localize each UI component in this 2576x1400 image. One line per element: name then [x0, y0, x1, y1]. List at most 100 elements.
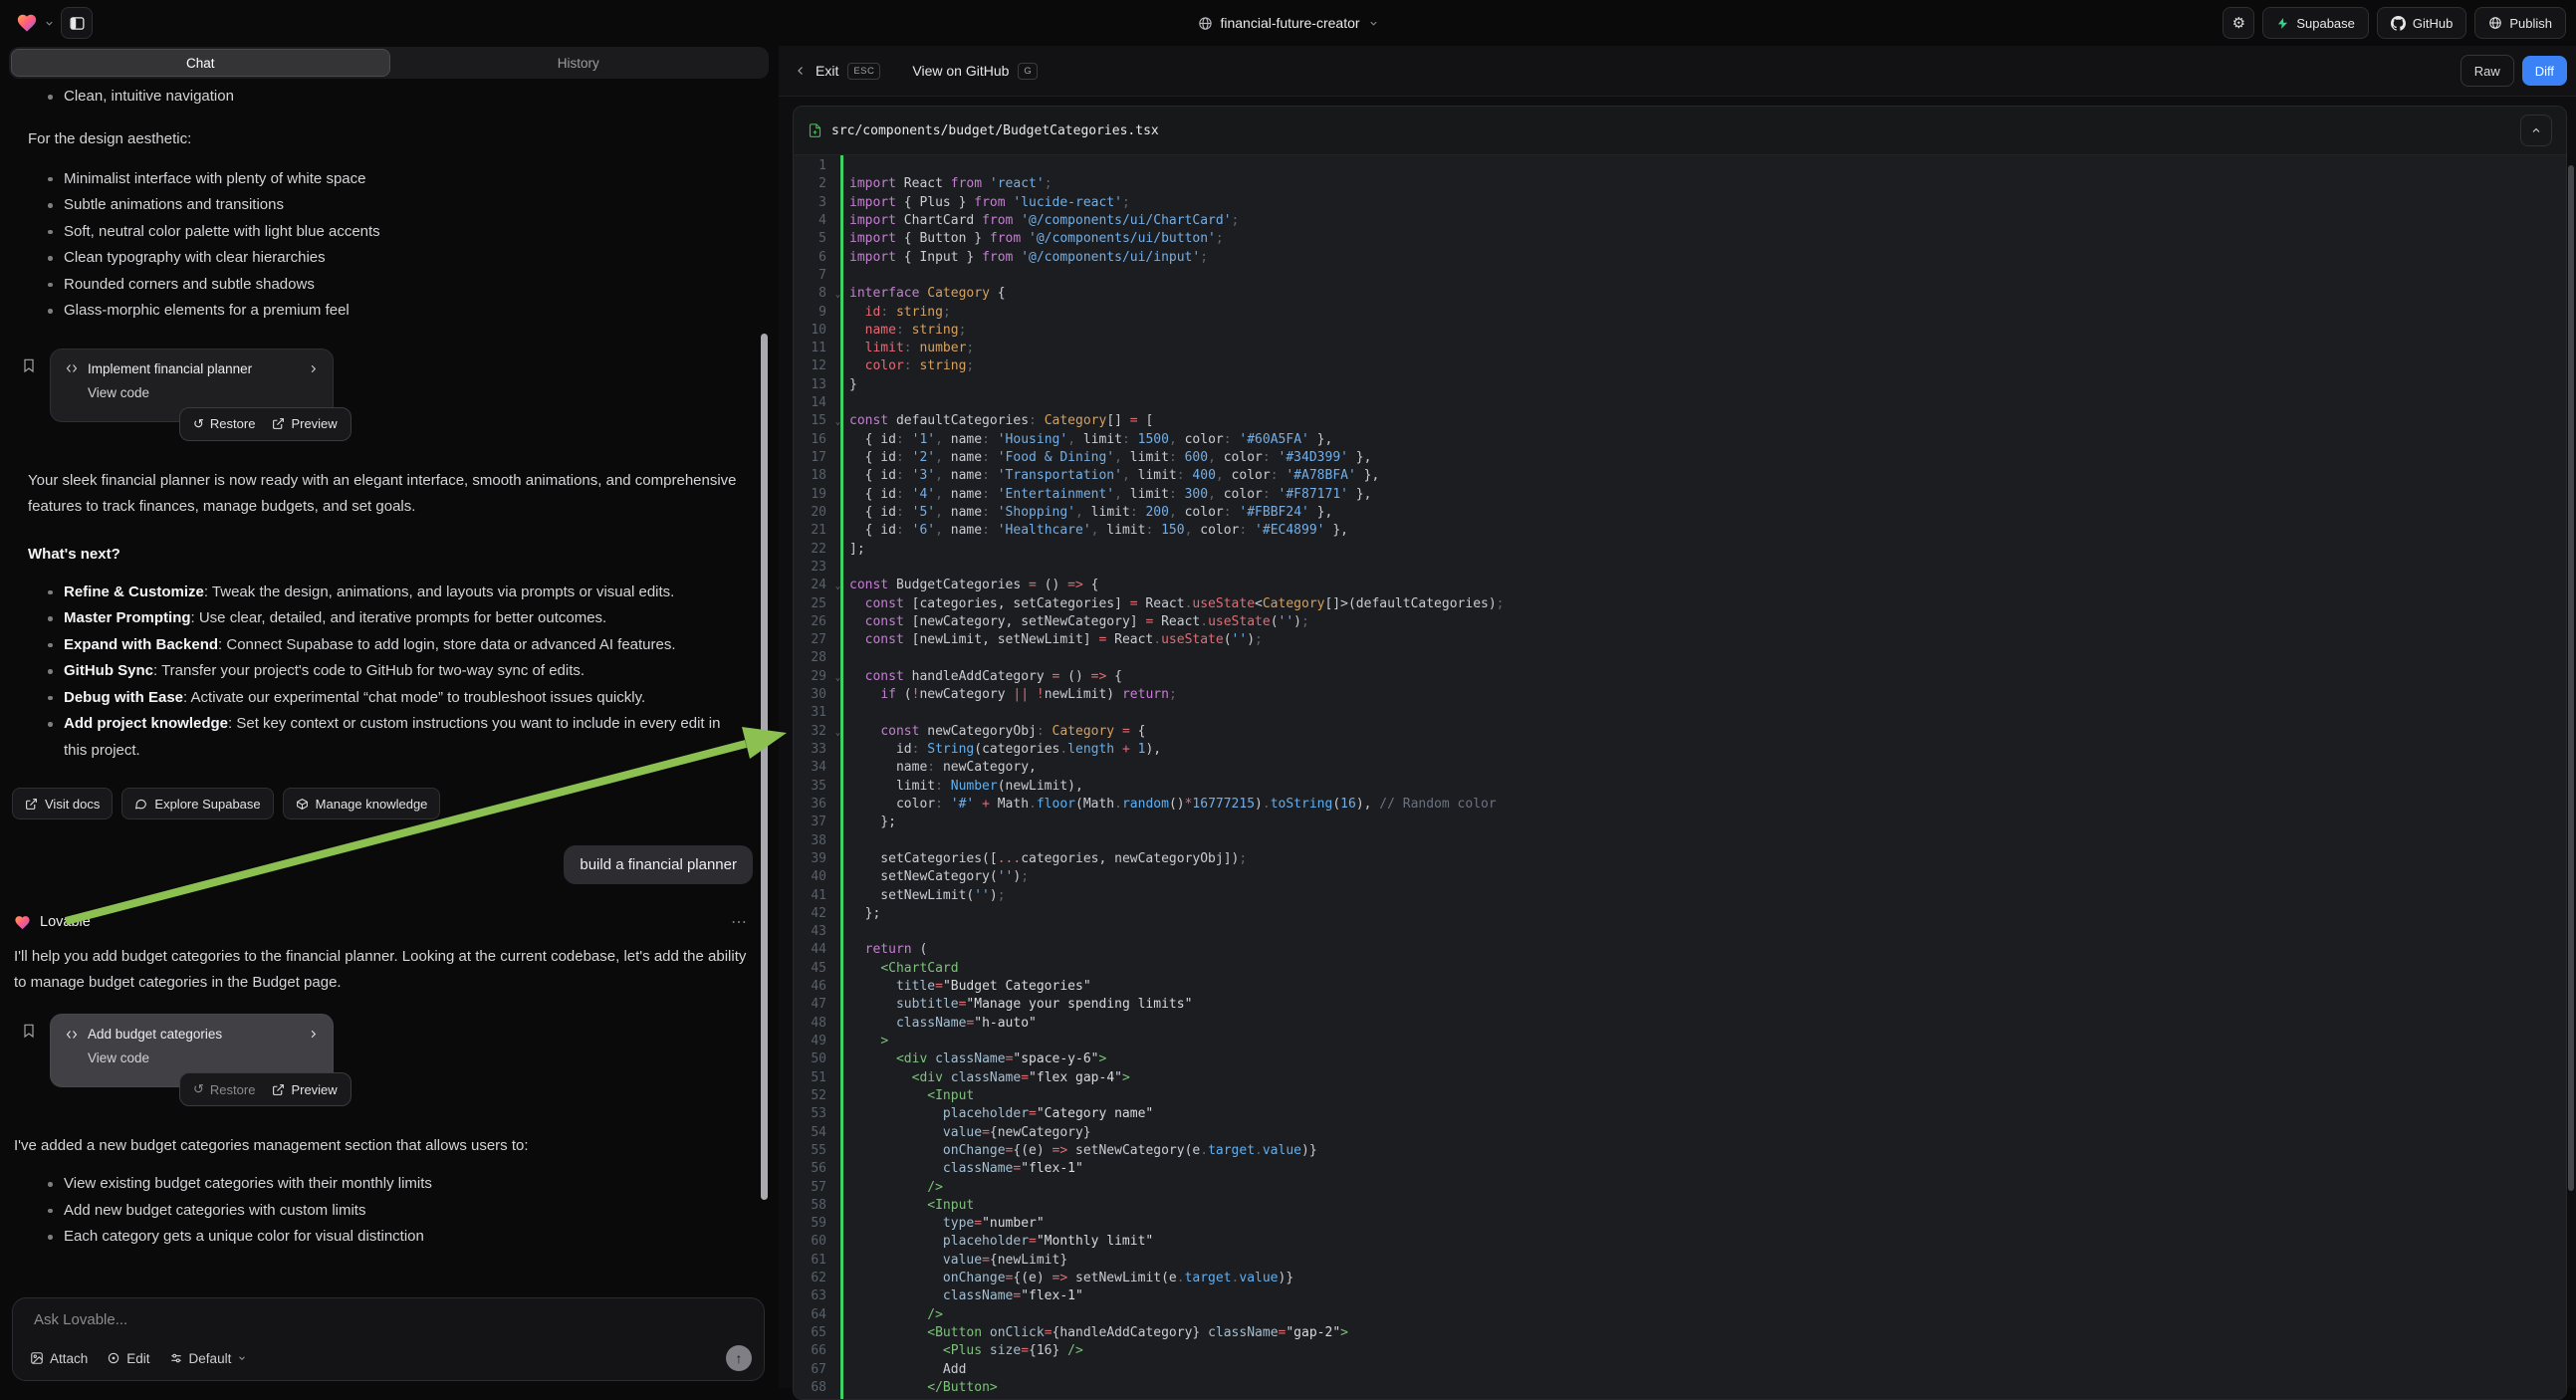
external-link-icon: [272, 1083, 285, 1096]
chat-scroll-area[interactable]: Clean, intuitive navigation For the desi…: [0, 90, 779, 1290]
chevron-down-icon: [237, 1353, 247, 1363]
list-item: Soft, neutral color palette with light b…: [0, 219, 779, 246]
code-line: 65 <Button onClick={handleAddCategory} c…: [794, 1324, 2566, 1342]
code-scrollbar[interactable]: [2568, 165, 2574, 1191]
supabase-button[interactable]: Supabase: [2262, 7, 2369, 39]
code-line: 54 value={newCategory}: [794, 1124, 2566, 1142]
list-item: Clean typography with clear hierarchies: [0, 245, 779, 272]
collapse-file-button[interactable]: [2520, 115, 2552, 146]
list-item: Each category gets a unique color for vi…: [0, 1224, 779, 1251]
view-code-link[interactable]: View code: [88, 385, 319, 400]
code-line: 24⌄const BudgetCategories = () => {: [794, 577, 2566, 594]
restore-icon: ↺: [193, 1081, 204, 1097]
code-line: 36 color: '#' + Math.floor(Math.random()…: [794, 796, 2566, 814]
project-menu-chevron-icon[interactable]: [44, 18, 55, 29]
list-item: Clean, intuitive navigation: [0, 90, 779, 111]
intro-paragraph: I'll help you add budget categories to t…: [14, 944, 749, 996]
chevron-up-icon: [2530, 124, 2542, 136]
file-path: src/components/budget/BudgetCategories.t…: [831, 123, 1159, 138]
whats-next-title: What's next?: [28, 542, 749, 568]
bookmark-icon[interactable]: [21, 1022, 37, 1040]
diff-toggle-button[interactable]: Diff: [2522, 56, 2567, 86]
restore-preview-pill: ↺Restore Preview: [179, 1072, 351, 1106]
code-line: 9 id: string;: [794, 304, 2566, 322]
settings-button[interactable]: ⚙: [2223, 7, 2254, 39]
publish-button[interactable]: Publish: [2474, 7, 2566, 39]
code-line: 39 setCategories([...categories, newCate…: [794, 850, 2566, 868]
message-more-button[interactable]: ⋯: [731, 912, 749, 932]
chat-input[interactable]: [32, 1310, 745, 1329]
restore-button[interactable]: ↺Restore: [193, 416, 255, 432]
preview-button[interactable]: Preview: [272, 416, 337, 431]
code-line: 62 onChange={(e) => setNewLimit(e.target…: [794, 1270, 2566, 1287]
chat-history-tabs: Chat History: [9, 47, 769, 79]
code-line: 47 subtitle="Manage your spending limits…: [794, 996, 2566, 1014]
list-item: Refine & Customize: Tweak the design, an…: [0, 580, 779, 606]
esc-key-badge: ESC: [847, 63, 880, 80]
sidebar-toggle-button[interactable]: [61, 7, 93, 39]
explore-supabase-button[interactable]: Explore Supabase: [121, 788, 273, 819]
code-line: 21 { id: '6', name: 'Healthcare', limit:…: [794, 522, 2566, 540]
code-line: 25 const [categories, setCategories] = R…: [794, 595, 2566, 613]
code-line: 38: [794, 832, 2566, 850]
list-item: GitHub Sync: Transfer your project's cod…: [0, 658, 779, 685]
code-line: 45 <ChartCard: [794, 960, 2566, 978]
project-switcher[interactable]: financial-future-creator: [1197, 0, 1378, 46]
chevron-right-icon: [308, 1029, 319, 1040]
lovable-heart-icon: [14, 914, 31, 931]
target-icon: [107, 1351, 120, 1365]
lovable-logo[interactable]: [16, 12, 38, 34]
ready-paragraph: Your sleek financial planner is now read…: [28, 468, 749, 520]
code-line: 60 placeholder="Monthly limit": [794, 1233, 2566, 1251]
restore-button[interactable]: ↺Restore: [193, 1081, 255, 1097]
attach-button[interactable]: Attach: [30, 1351, 88, 1366]
list-item: Glass-morphic elements for a premium fee…: [0, 298, 779, 325]
code-line: 17 { id: '2', name: 'Food & Dining', lim…: [794, 449, 2566, 467]
top-bar: financial-future-creator ⚙ Supabase GitH…: [0, 0, 2576, 46]
edit-mode-button[interactable]: Edit: [107, 1351, 149, 1366]
added-paragraph: I've added a new budget categories manag…: [14, 1133, 749, 1159]
file-added-icon: [808, 122, 822, 138]
chat-scrollbar[interactable]: [761, 334, 768, 1200]
code-line: 57 />: [794, 1179, 2566, 1197]
code-line: 3 import { Plus } from 'lucide-react';: [794, 194, 2566, 212]
design-bullet-list: Minimalist interface with plenty of whit…: [0, 166, 779, 325]
tab-chat[interactable]: Chat: [11, 49, 390, 77]
send-button[interactable]: ↑: [726, 1345, 752, 1371]
code-line: 26 const [newCategory, setNewCategory] =…: [794, 613, 2566, 631]
user-message: build a financial planner: [564, 845, 753, 884]
code-line: 22 ];: [794, 541, 2566, 559]
code-icon: [65, 362, 79, 374]
code-line: 35 limit: Number(newLimit),: [794, 778, 2566, 796]
github-button[interactable]: GitHub: [2377, 7, 2466, 39]
code-line: 42 };: [794, 905, 2566, 923]
tab-history[interactable]: History: [390, 49, 768, 77]
code-line: 46 title="Budget Categories": [794, 978, 2566, 996]
bookmark-icon[interactable]: [21, 356, 37, 374]
composer: Attach Edit Default ↑: [12, 1297, 765, 1381]
code-line: 15⌄const defaultCategories: Category[] =…: [794, 412, 2566, 430]
view-on-github-button[interactable]: View on GitHub: [912, 63, 1009, 79]
feature-bullet-list: Clean, intuitive navigation: [0, 90, 779, 111]
file-header[interactable]: src/components/budget/BudgetCategories.t…: [794, 107, 2566, 155]
code-line: 67 Add: [794, 1361, 2566, 1379]
preview-button[interactable]: Preview: [272, 1082, 337, 1097]
visit-docs-button[interactable]: Visit docs: [12, 788, 113, 819]
raw-toggle-button[interactable]: Raw: [2460, 55, 2514, 87]
github-icon: [2391, 16, 2406, 31]
exit-button[interactable]: Exit: [816, 63, 838, 79]
code-line: 2 import React from 'react';: [794, 175, 2566, 193]
code-line: 64 />: [794, 1306, 2566, 1324]
code-line: 16 { id: '1', name: 'Housing', limit: 15…: [794, 431, 2566, 449]
globe-icon: [1197, 16, 1212, 31]
list-item: Expand with Backend: Connect Supabase to…: [0, 632, 779, 659]
restore-preview-pill: ↺Restore Preview: [179, 407, 351, 441]
list-item: Subtle animations and transitions: [0, 192, 779, 219]
project-title: financial-future-creator: [1220, 15, 1359, 31]
manage-knowledge-button[interactable]: Manage knowledge: [283, 788, 441, 819]
code-editor[interactable]: 1 2 import React from 'react';3 import {…: [794, 155, 2566, 1399]
code-line: 59 type="number": [794, 1215, 2566, 1233]
mode-select[interactable]: Default: [169, 1351, 248, 1366]
code-line: 61 value={newLimit}: [794, 1252, 2566, 1270]
view-code-link[interactable]: View code: [88, 1050, 319, 1065]
